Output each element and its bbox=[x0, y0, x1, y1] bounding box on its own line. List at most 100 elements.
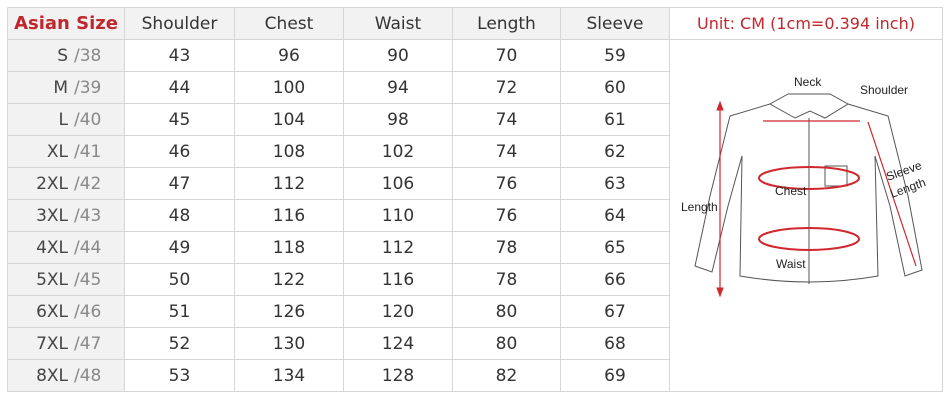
asian-size: 2XL bbox=[36, 173, 68, 194]
chest-cell: 112 bbox=[234, 167, 344, 200]
shoulder-cell: 52 bbox=[124, 327, 235, 360]
waist-cell: 120 bbox=[343, 295, 453, 328]
shoulder-cell: 47 bbox=[124, 167, 235, 200]
header-waist: Waist bbox=[343, 7, 453, 40]
size-chart-table: Asian Size Shoulder Chest Waist Length S… bbox=[7, 7, 943, 392]
length-cell: 74 bbox=[452, 103, 561, 136]
size-cell: 6XL/46 bbox=[7, 295, 125, 328]
header-sleeve: Sleeve bbox=[560, 7, 670, 40]
eu-size: /48 bbox=[74, 365, 102, 386]
sleeve-cell: 63 bbox=[560, 167, 670, 200]
waist-cell: 102 bbox=[343, 135, 453, 168]
table-row: S/38 43 96 90 70 59 Neck Shoulder Chest Waist… bbox=[7, 39, 943, 392]
length-cell: 72 bbox=[452, 71, 561, 104]
eu-size: /40 bbox=[74, 109, 102, 130]
eu-size: /41 bbox=[74, 141, 102, 162]
sleeve-cell: 66 bbox=[560, 263, 670, 296]
chest-cell: 130 bbox=[234, 327, 344, 360]
sleeve-cell: 60 bbox=[560, 71, 670, 104]
asian-size: 8XL bbox=[36, 365, 68, 386]
diagram-cell: Neck Shoulder Chest Waist Length Sleeve … bbox=[669, 39, 943, 392]
chest-cell: 108 bbox=[234, 135, 344, 168]
size-cell: L/40 bbox=[7, 103, 125, 136]
waist-cell: 90 bbox=[343, 39, 453, 72]
sleeve-cell: 68 bbox=[560, 327, 670, 360]
chest-cell: 100 bbox=[234, 71, 344, 104]
size-cell: XL/41 bbox=[7, 135, 125, 168]
measurement-lines bbox=[716, 100, 917, 297]
shoulder-cell: 50 bbox=[124, 263, 235, 296]
length-label: Length bbox=[681, 200, 718, 214]
eu-size: /39 bbox=[74, 77, 102, 98]
waist-cell: 98 bbox=[343, 103, 453, 136]
waist-cell: 110 bbox=[343, 199, 453, 232]
shoulder-label: Shoulder bbox=[860, 83, 908, 97]
sleeve-cell: 64 bbox=[560, 199, 670, 232]
table-row: 6XL/46 51 126 120 80 67 bbox=[7, 295, 943, 328]
waist-cell: 128 bbox=[343, 359, 453, 392]
chest-cell: 126 bbox=[234, 295, 344, 328]
asian-size: 4XL bbox=[36, 237, 68, 258]
chest-label: Chest bbox=[775, 184, 807, 198]
table-row: L/40 45 104 98 74 61 bbox=[7, 103, 943, 136]
waist-cell: 124 bbox=[343, 327, 453, 360]
eu-size: /38 bbox=[74, 45, 102, 66]
header-asian-size: Asian Size bbox=[7, 7, 125, 40]
header-chest: Chest bbox=[234, 7, 344, 40]
length-cell: 80 bbox=[452, 327, 561, 360]
asian-size: XL bbox=[46, 141, 68, 162]
table-row: 5XL/45 50 122 116 78 66 bbox=[7, 263, 943, 296]
shoulder-cell: 45 bbox=[124, 103, 235, 136]
unit-note: Unit: CM (1cm=0.394 inch) bbox=[669, 7, 943, 40]
eu-size: /47 bbox=[74, 333, 102, 354]
header-length: Length bbox=[452, 7, 561, 40]
size-cell: 5XL/45 bbox=[7, 263, 125, 296]
sleeve-cell: 69 bbox=[560, 359, 670, 392]
sleeve-cell: 61 bbox=[560, 103, 670, 136]
length-cell: 78 bbox=[452, 231, 561, 264]
table-row: 7XL/47 52 130 124 80 68 bbox=[7, 327, 943, 360]
chest-cell: 134 bbox=[234, 359, 344, 392]
table-row: 3XL/43 48 116 110 76 64 bbox=[7, 199, 943, 232]
length-cell: 78 bbox=[452, 263, 561, 296]
asian-size: L bbox=[58, 109, 68, 130]
chest-cell: 122 bbox=[234, 263, 344, 296]
waist-cell: 106 bbox=[343, 167, 453, 200]
shoulder-cell: 46 bbox=[124, 135, 235, 168]
waist-cell: 116 bbox=[343, 263, 453, 296]
size-cell: S/38 bbox=[7, 39, 125, 72]
size-cell: 4XL/44 bbox=[7, 231, 125, 264]
eu-size: /45 bbox=[74, 269, 102, 290]
shoulder-cell: 51 bbox=[124, 295, 235, 328]
size-cell: 3XL/43 bbox=[7, 199, 125, 232]
shoulder-cell: 44 bbox=[124, 71, 235, 104]
shirt-outline-icon bbox=[694, 93, 923, 284]
table-row: 2XL/42 47 112 106 76 63 bbox=[7, 167, 943, 200]
asian-size: 7XL bbox=[36, 333, 68, 354]
shoulder-cell: 48 bbox=[124, 199, 235, 232]
table-row: M/39 44 100 94 72 60 bbox=[7, 71, 943, 104]
sleeve-cell: 65 bbox=[560, 231, 670, 264]
neck-label: Neck bbox=[794, 75, 822, 89]
length-cell: 82 bbox=[452, 359, 561, 392]
size-cell: M/39 bbox=[7, 71, 125, 104]
length-cell: 74 bbox=[452, 135, 561, 168]
table-row: 4XL/44 49 118 112 78 65 bbox=[7, 231, 943, 264]
size-cell: 2XL/42 bbox=[7, 167, 125, 200]
asian-size: S bbox=[57, 45, 68, 66]
asian-size: 3XL bbox=[36, 205, 68, 226]
eu-size: /43 bbox=[74, 205, 102, 226]
chest-cell: 104 bbox=[234, 103, 344, 136]
asian-size: M bbox=[53, 77, 68, 98]
length-cell: 70 bbox=[452, 39, 561, 72]
length-cell: 76 bbox=[452, 199, 561, 232]
shoulder-cell: 49 bbox=[124, 231, 235, 264]
waist-cell: 112 bbox=[343, 231, 453, 264]
asian-size: 6XL bbox=[36, 301, 68, 322]
size-cell: 8XL/48 bbox=[7, 359, 125, 392]
chest-cell: 116 bbox=[234, 199, 344, 232]
length-cell: 76 bbox=[452, 167, 561, 200]
shirt-measurement-diagram: Neck Shoulder Chest Waist Length Sleeve … bbox=[681, 75, 928, 297]
size-cell: 7XL/47 bbox=[7, 327, 125, 360]
eu-size: /42 bbox=[74, 173, 102, 194]
